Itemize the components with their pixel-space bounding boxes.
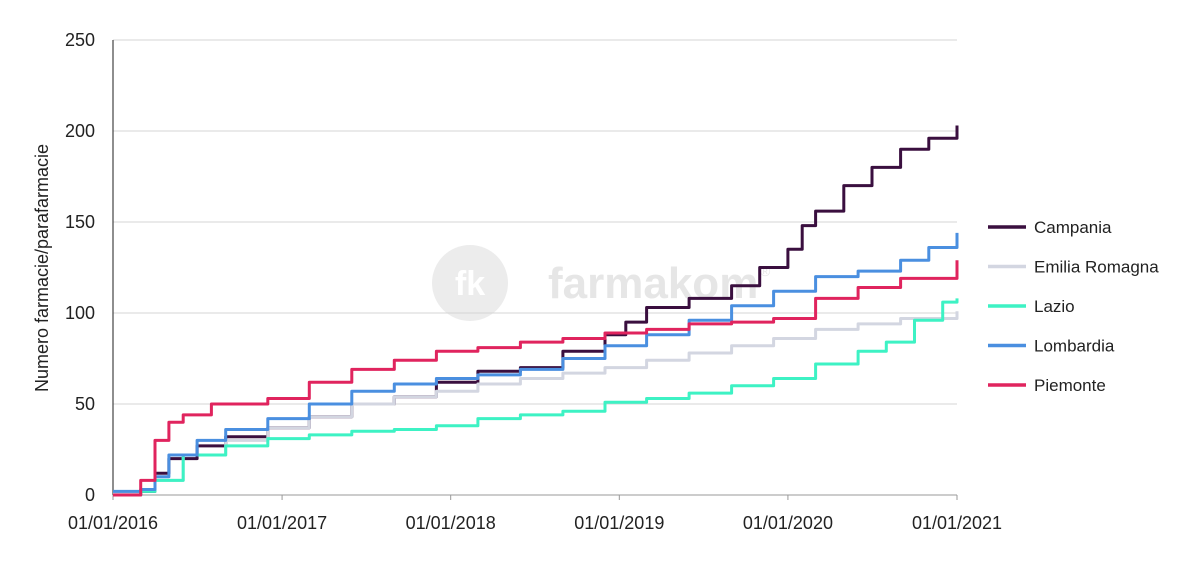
x-tick-label: 01/01/2016 bbox=[68, 513, 158, 533]
y-tick-label: 150 bbox=[65, 212, 95, 232]
x-tick-label: 01/01/2020 bbox=[743, 513, 833, 533]
y-tick-label: 100 bbox=[65, 303, 95, 323]
watermark: fk farmakom ® bbox=[432, 245, 771, 321]
x-axis-ticks: 01/01/2016 01/01/2017 01/01/2018 01/01/2019… bbox=[68, 495, 1002, 533]
y-axis-ticks: 0 50 100 150 200 250 bbox=[65, 30, 95, 505]
legend-label-lombardia: Lombardia bbox=[1034, 337, 1115, 356]
series-line-piemonte bbox=[113, 260, 959, 497]
watermark-badge bbox=[432, 245, 508, 321]
x-tick-label: 01/01/2017 bbox=[237, 513, 327, 533]
series-line-emilia-romagna bbox=[113, 311, 959, 495]
series-line-lazio bbox=[113, 298, 959, 497]
y-tick-label: 200 bbox=[65, 121, 95, 141]
legend-label-emilia-romagna: Emilia Romagna bbox=[1034, 258, 1159, 277]
watermark-brand: farmakom bbox=[548, 259, 758, 308]
watermark-mark: ® bbox=[760, 263, 771, 279]
y-tick-label: 0 bbox=[85, 485, 95, 505]
series-line-lombardia bbox=[113, 232, 959, 493]
series-lines bbox=[113, 125, 959, 497]
x-tick-label: 01/01/2019 bbox=[574, 513, 664, 533]
legend: Campania Emilia Romagna Lazio Lombardia Piem… bbox=[988, 218, 1159, 395]
legend-label-campania: Campania bbox=[1034, 218, 1112, 237]
y-tick-label: 250 bbox=[65, 30, 95, 50]
gridlines bbox=[113, 39, 957, 405]
y-axis-label: Numero farmacie/parafarmacie bbox=[32, 144, 52, 392]
x-tick-label: 01/01/2021 bbox=[912, 513, 1002, 533]
x-tick-label: 01/01/2018 bbox=[406, 513, 496, 533]
legend-label-lazio: Lazio bbox=[1034, 297, 1075, 316]
watermark-badge-text: fk bbox=[455, 265, 485, 303]
legend-label-piemonte: Piemonte bbox=[1034, 376, 1106, 395]
y-tick-label: 50 bbox=[75, 394, 95, 414]
